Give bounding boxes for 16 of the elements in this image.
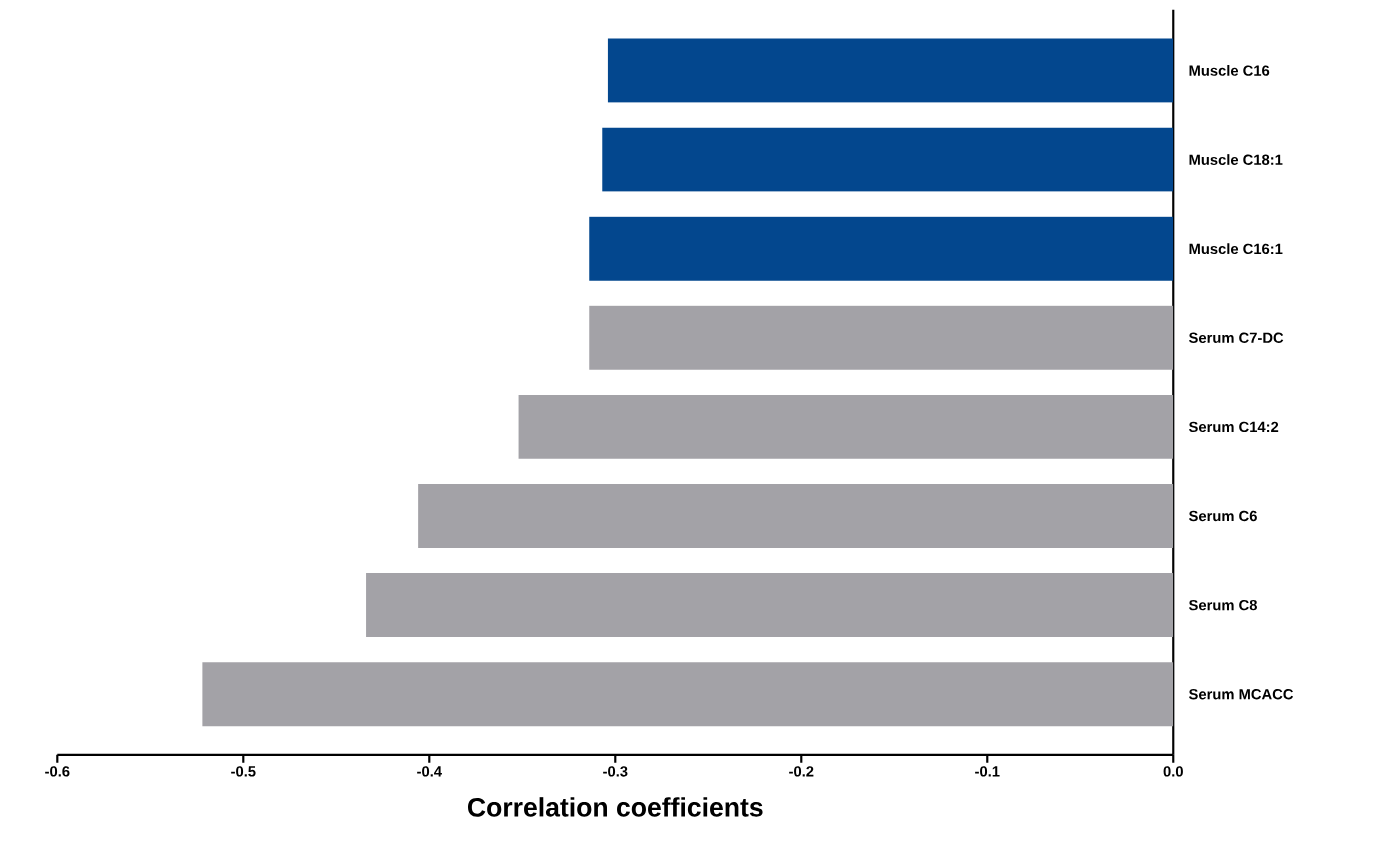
y-tick-label: Muscle C18:1 <box>1189 154 1283 165</box>
x-tick-label: 0.0 <box>1163 766 1183 777</box>
x-tick-label: -0.1 <box>975 766 1000 777</box>
y-tick-label: Serum C6 <box>1188 510 1257 522</box>
y-tick-label: Serum MCACC <box>1188 688 1294 700</box>
x-tick-label: -0.3 <box>603 766 628 777</box>
x-tick-label: -0.5 <box>231 766 256 777</box>
y-tick-label: Muscle C16:1 <box>1189 243 1283 254</box>
x-tick-label: -0.2 <box>789 766 814 777</box>
x-tick-label: -0.6 <box>45 766 70 777</box>
y-tick-label: Serum C7-DC <box>1188 332 1284 343</box>
x-tick-label: -0.4 <box>417 766 442 777</box>
x-axis-title: Correlation coefficients <box>468 797 763 817</box>
y-tick-label: Serum C8 <box>1188 599 1257 611</box>
y-tick-label: Serum C14:2 <box>1188 421 1279 432</box>
y-tick-label: Muscle C16 <box>1189 64 1270 76</box>
